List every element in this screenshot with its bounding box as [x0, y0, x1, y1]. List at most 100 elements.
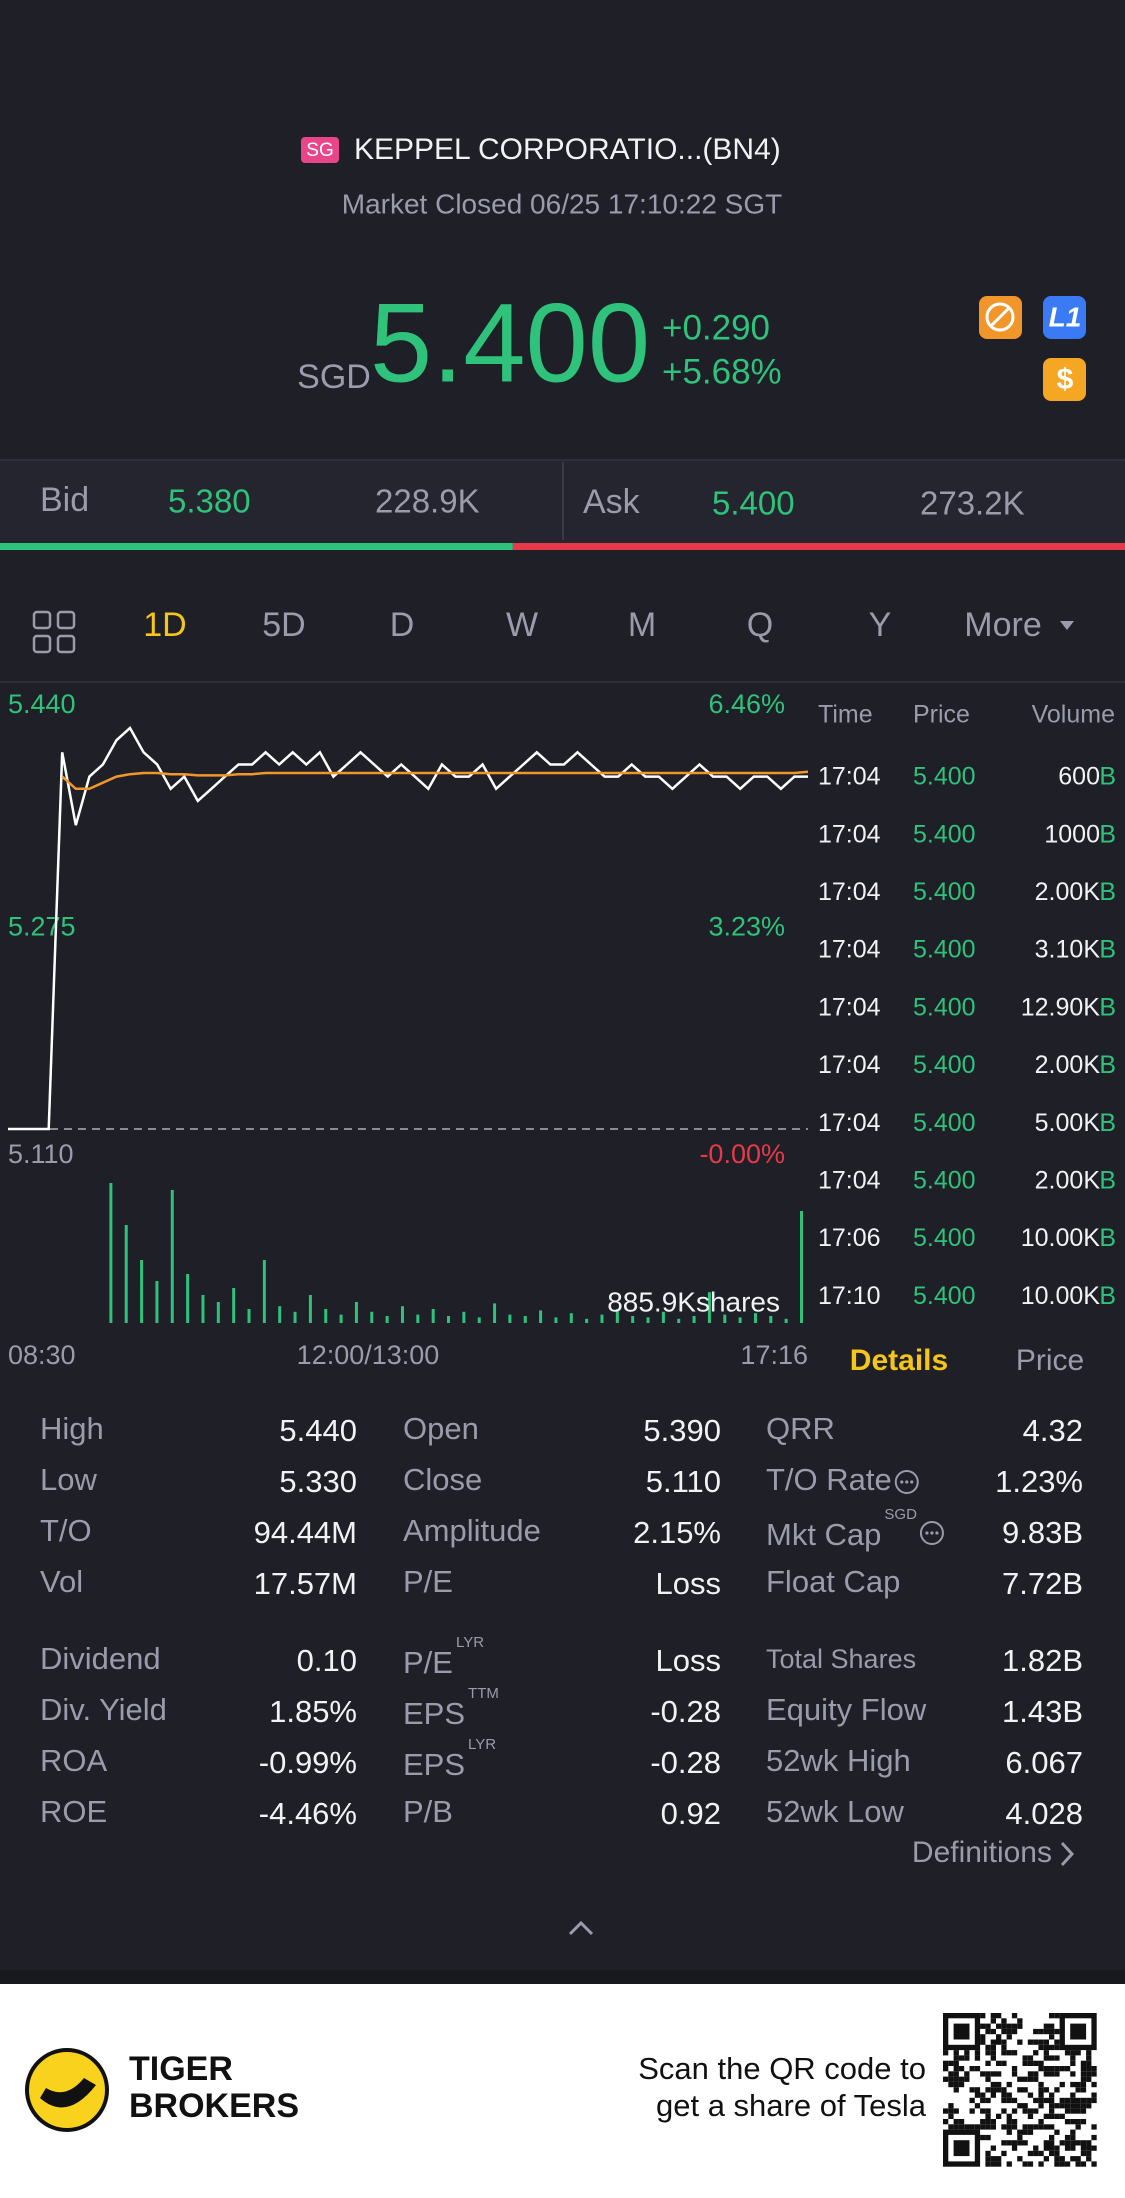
qr-code	[1033, 2060, 1039, 2066]
period-tab[interactable]: W	[506, 606, 538, 644]
qr-code	[1022, 2161, 1028, 2167]
qr-code	[1064, 2103, 1071, 2109]
price-tab[interactable]: Price	[1016, 1344, 1084, 1377]
qr-code	[948, 2081, 954, 2088]
period-tab[interactable]: More	[964, 606, 1041, 644]
stat-value: 94.44M	[254, 1515, 357, 1550]
brand-name: BROKERS	[129, 2087, 299, 2125]
stat-value: 1.85%	[269, 1694, 357, 1729]
qr-code	[1038, 2087, 1044, 2093]
qr-code	[1043, 2113, 1049, 2119]
qr-code	[1091, 2071, 1097, 2077]
qr-code	[996, 2023, 1002, 2029]
qr-code	[990, 2013, 996, 2019]
info-icon[interactable]	[910, 1480, 914, 1484]
qr-code	[943, 2076, 949, 2082]
y-tick-label: 5.440	[8, 689, 76, 719]
qr-code	[990, 2018, 996, 2024]
grid-icon[interactable]	[32, 634, 52, 654]
qr-code	[1011, 2145, 1018, 2151]
qr-code	[974, 2055, 981, 2061]
volume-bar	[677, 1318, 681, 1323]
qr-code	[1080, 2076, 1087, 2082]
qr-code	[953, 2119, 959, 2125]
qr-code	[1043, 2140, 1049, 2146]
stat-label: EPS	[403, 1747, 465, 1782]
chevron-right[interactable]	[1060, 1841, 1075, 1867]
volume-bar	[523, 1316, 527, 1323]
qr-code	[1001, 2023, 1007, 2029]
qr-code	[990, 2071, 996, 2077]
grid-icon[interactable]	[56, 634, 76, 654]
trade-price: 5.400	[913, 1167, 976, 1195]
period-tab[interactable]: Q	[747, 606, 773, 644]
last-price: 5.400	[370, 281, 650, 406]
qr-code	[1027, 2071, 1034, 2077]
stat-label: T/O Rate	[766, 1462, 892, 1497]
info-icon[interactable]	[905, 1480, 909, 1484]
qr-code	[985, 2060, 991, 2066]
qr-code	[943, 2066, 949, 2072]
chevron-up[interactable]	[568, 1920, 594, 1936]
volume-bar	[707, 1292, 711, 1323]
info-icon[interactable]	[935, 1531, 939, 1535]
definitions-link[interactable]: Definitions	[912, 1836, 1052, 1869]
y-tick-label: 5.110	[8, 1139, 74, 1169]
period-tab[interactable]: M	[628, 606, 656, 644]
qr-code	[1075, 2081, 1081, 2088]
info-icon[interactable]	[900, 1480, 904, 1484]
info-icon[interactable]	[919, 1521, 944, 1545]
qr-code	[1064, 2066, 1071, 2072]
qr-code	[1006, 2081, 1012, 2088]
volume-bar	[646, 1317, 650, 1323]
qr-code	[1011, 2050, 1018, 2056]
qr-code	[985, 2071, 991, 2077]
period-tab[interactable]: 1D	[143, 606, 186, 644]
qr-code	[985, 2087, 991, 2093]
qr-code	[996, 2081, 1002, 2088]
qr-code	[1027, 2055, 1034, 2061]
trade-volume: 5.00K	[1035, 1109, 1101, 1137]
qr-code	[1001, 2124, 1007, 2130]
qr-code	[1027, 2108, 1034, 2114]
qr-finder	[943, 2013, 981, 2051]
volume-bar	[723, 1314, 727, 1323]
qr-code	[1086, 2066, 1092, 2072]
level-badge	[1043, 296, 1086, 339]
ask-volume-bar	[512, 543, 1125, 550]
qr-code	[964, 2055, 970, 2061]
qr-code	[1043, 2044, 1049, 2051]
grid-icon[interactable]	[32, 610, 52, 630]
qr-code	[1080, 2097, 1087, 2104]
qr-code	[996, 2034, 1002, 2040]
volume-bar	[800, 1211, 803, 1323]
qr-code	[1038, 2060, 1044, 2066]
qr-code	[996, 2113, 1002, 2119]
info-icon[interactable]	[894, 1470, 919, 1494]
stat-value: 5.330	[279, 1464, 357, 1499]
details-tab[interactable]: Details	[850, 1344, 948, 1377]
info-icon[interactable]	[925, 1531, 929, 1535]
info-icon[interactable]	[930, 1531, 934, 1535]
period-tab[interactable]: D	[390, 606, 415, 644]
qr-finder	[943, 2129, 981, 2167]
qr-code	[1091, 2092, 1097, 2098]
volume-bar	[385, 1316, 389, 1323]
dropdown-arrow[interactable]	[1060, 621, 1074, 630]
qr-code	[1049, 2097, 1055, 2104]
qr-code	[1080, 2066, 1087, 2072]
qr-finder	[1070, 2023, 1087, 2040]
price-change: +0.290	[662, 308, 770, 347]
qr-code	[985, 2134, 991, 2141]
period-tab[interactable]: 5D	[262, 606, 305, 644]
qr-code	[1027, 2039, 1034, 2045]
qr-code	[948, 2060, 954, 2066]
qr-code	[1086, 2145, 1092, 2151]
qr-code	[974, 2124, 981, 2130]
volume-bar	[692, 1316, 696, 1323]
period-tab[interactable]: Y	[869, 606, 892, 644]
qr-code	[1043, 2028, 1049, 2035]
grid-icon[interactable]	[56, 610, 76, 630]
qr-code	[1049, 2103, 1055, 2109]
